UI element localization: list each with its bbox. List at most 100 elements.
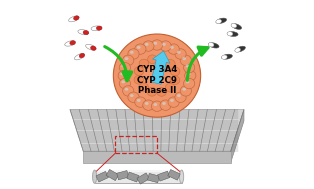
Ellipse shape (154, 103, 157, 106)
Ellipse shape (162, 102, 166, 105)
Ellipse shape (170, 99, 174, 102)
Ellipse shape (160, 41, 171, 51)
Ellipse shape (74, 53, 84, 60)
Ellipse shape (143, 100, 154, 110)
Text: Phase II: Phase II (138, 86, 176, 95)
Ellipse shape (148, 55, 157, 64)
Ellipse shape (119, 63, 131, 73)
Ellipse shape (145, 43, 149, 46)
Ellipse shape (221, 55, 227, 59)
Ellipse shape (187, 73, 191, 75)
Ellipse shape (177, 94, 181, 97)
Ellipse shape (119, 78, 131, 89)
Text: CYP 3A4: CYP 3A4 (137, 65, 177, 74)
Ellipse shape (78, 30, 89, 35)
Ellipse shape (231, 23, 237, 28)
Ellipse shape (208, 43, 214, 47)
Ellipse shape (168, 44, 179, 54)
Ellipse shape (177, 51, 181, 54)
Ellipse shape (151, 101, 163, 111)
Ellipse shape (122, 86, 134, 96)
Ellipse shape (231, 24, 241, 29)
Ellipse shape (122, 55, 134, 66)
Ellipse shape (171, 67, 180, 76)
Polygon shape (148, 173, 160, 183)
Ellipse shape (162, 43, 166, 46)
Ellipse shape (139, 59, 149, 68)
Polygon shape (127, 172, 139, 182)
Ellipse shape (170, 46, 174, 49)
Ellipse shape (65, 41, 75, 46)
Ellipse shape (186, 65, 189, 67)
Ellipse shape (154, 42, 157, 45)
Ellipse shape (165, 60, 175, 68)
Ellipse shape (216, 18, 227, 23)
Ellipse shape (137, 99, 141, 102)
Ellipse shape (83, 30, 89, 35)
Polygon shape (70, 110, 244, 151)
Ellipse shape (121, 80, 125, 83)
Bar (95, 170, 181, 172)
Ellipse shape (180, 170, 184, 183)
Ellipse shape (130, 94, 134, 97)
Ellipse shape (182, 57, 186, 60)
Ellipse shape (227, 32, 238, 36)
Polygon shape (231, 110, 244, 163)
Ellipse shape (137, 46, 141, 49)
Ellipse shape (180, 55, 192, 66)
Ellipse shape (143, 41, 154, 51)
Ellipse shape (93, 170, 97, 183)
Ellipse shape (208, 43, 219, 48)
Polygon shape (96, 171, 108, 182)
Ellipse shape (134, 67, 144, 75)
Text: CYP 2C9: CYP 2C9 (137, 76, 177, 85)
Ellipse shape (216, 19, 221, 24)
Ellipse shape (151, 40, 163, 50)
Ellipse shape (139, 83, 149, 92)
Polygon shape (117, 170, 129, 180)
Ellipse shape (185, 70, 196, 81)
Ellipse shape (175, 49, 186, 59)
Ellipse shape (134, 75, 143, 84)
Ellipse shape (128, 49, 139, 59)
Bar (95, 170, 181, 183)
Ellipse shape (183, 78, 195, 89)
Bar (116, 136, 157, 153)
Ellipse shape (86, 44, 96, 50)
Ellipse shape (235, 48, 241, 52)
Ellipse shape (235, 46, 245, 52)
Ellipse shape (227, 32, 233, 36)
Ellipse shape (157, 55, 167, 64)
Ellipse shape (180, 86, 192, 96)
Polygon shape (168, 170, 180, 180)
Ellipse shape (145, 102, 149, 105)
Polygon shape (83, 151, 231, 163)
Ellipse shape (79, 53, 85, 58)
Ellipse shape (135, 97, 146, 107)
Ellipse shape (120, 73, 124, 75)
Ellipse shape (170, 76, 180, 84)
Polygon shape (158, 171, 170, 181)
Polygon shape (137, 173, 149, 184)
Ellipse shape (113, 34, 201, 117)
Ellipse shape (125, 57, 128, 60)
FancyArrow shape (151, 51, 170, 84)
Ellipse shape (186, 80, 189, 83)
Ellipse shape (96, 26, 102, 30)
Ellipse shape (135, 44, 146, 54)
Ellipse shape (118, 70, 129, 81)
Ellipse shape (165, 83, 175, 92)
Ellipse shape (153, 72, 161, 79)
Ellipse shape (183, 63, 195, 73)
Ellipse shape (128, 92, 139, 102)
Ellipse shape (70, 41, 75, 45)
Polygon shape (106, 169, 119, 181)
Ellipse shape (125, 88, 128, 91)
Ellipse shape (147, 88, 157, 96)
FancyArrowPatch shape (105, 46, 132, 81)
Ellipse shape (175, 92, 186, 102)
FancyArrowPatch shape (187, 47, 208, 80)
Ellipse shape (157, 88, 166, 96)
Ellipse shape (182, 88, 186, 91)
Ellipse shape (69, 16, 79, 22)
